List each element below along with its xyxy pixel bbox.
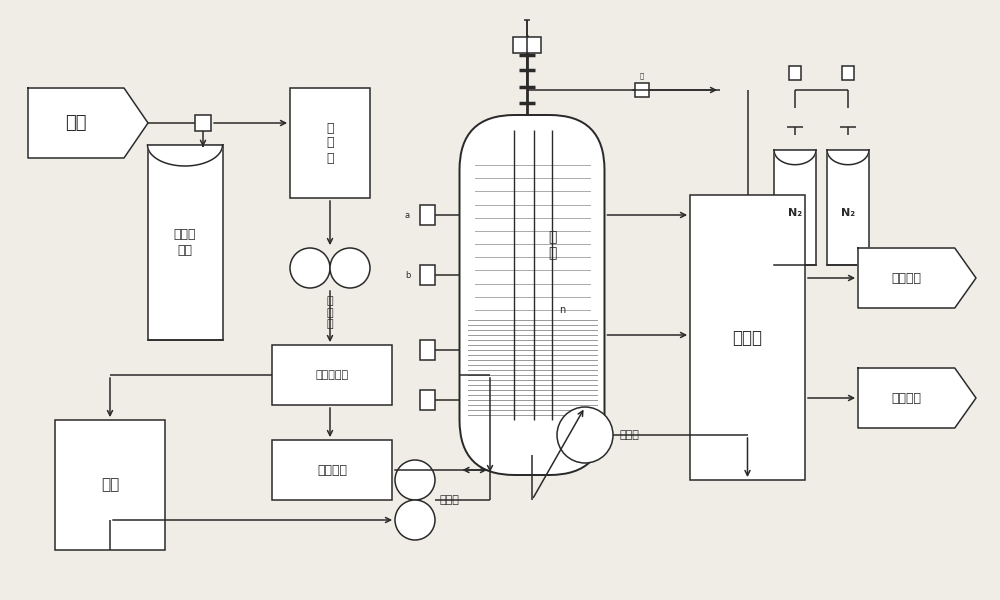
Text: 加药装置: 加药装置: [317, 463, 347, 476]
Bar: [774, 150, 816, 265]
Text: 过
滤
器: 过 滤 器: [326, 121, 334, 164]
Polygon shape: [28, 88, 148, 158]
Bar: [290, 88, 370, 198]
Circle shape: [557, 407, 613, 463]
Bar: [513, 37, 541, 53]
Bar: [420, 340, 434, 360]
Text: 软化水
装置: 软化水 装置: [174, 229, 196, 257]
Polygon shape: [774, 150, 816, 164]
Bar: [789, 66, 801, 80]
Text: 换热器: 换热器: [732, 329, 763, 346]
Bar: [272, 440, 392, 500]
Text: n: n: [559, 305, 565, 315]
Bar: [635, 83, 649, 97]
Text: 循环泵: 循环泵: [620, 430, 640, 440]
Bar: [842, 66, 854, 80]
Bar: [195, 115, 211, 131]
Text: 反渗透装置: 反渗透装置: [315, 370, 349, 380]
FancyBboxPatch shape: [460, 115, 604, 475]
Bar: [420, 265, 434, 285]
Bar: [148, 145, 222, 340]
Text: 系统回水: 系统回水: [891, 271, 921, 284]
Text: N₂: N₂: [841, 208, 855, 217]
Text: 补水泵: 补水泵: [440, 495, 460, 505]
Polygon shape: [858, 248, 976, 308]
Polygon shape: [858, 368, 976, 428]
Bar: [272, 345, 392, 405]
Bar: [420, 390, 434, 410]
Polygon shape: [148, 145, 222, 166]
Bar: [690, 195, 805, 480]
Text: b: b: [405, 271, 410, 280]
Text: 锅
炉: 锅 炉: [548, 230, 556, 260]
Text: 加
压
泵: 加 压 泵: [327, 296, 333, 329]
Text: a: a: [405, 211, 410, 220]
Circle shape: [395, 460, 435, 500]
Text: 系统给水: 系统给水: [891, 391, 921, 404]
Text: 原水: 原水: [65, 114, 87, 132]
Bar: [55, 420, 165, 550]
Circle shape: [395, 500, 435, 540]
Bar: [420, 205, 434, 225]
Circle shape: [290, 248, 330, 288]
Text: 水箱: 水箱: [101, 478, 119, 493]
Text: 高: 高: [640, 73, 644, 79]
Polygon shape: [827, 150, 869, 164]
Circle shape: [330, 248, 370, 288]
Text: N₂: N₂: [788, 208, 802, 217]
Bar: [827, 150, 869, 265]
